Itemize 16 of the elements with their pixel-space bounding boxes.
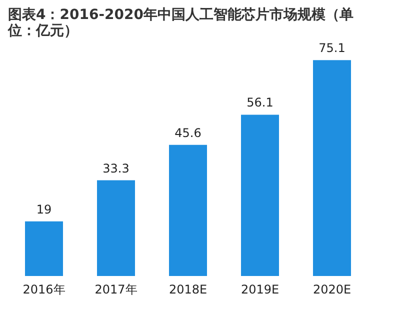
data-label: 33.3 — [102, 161, 130, 176]
x-tick-label: 2018E — [168, 282, 208, 296]
bar — [241, 114, 279, 276]
x-tick-label: 2017年 — [94, 282, 138, 296]
bar — [97, 180, 135, 276]
bar — [313, 60, 351, 276]
data-label: 56.1 — [246, 96, 274, 110]
chart-title: 图表4：2016-2020年中国人工智能芯片市场规模（单位：亿元） — [7, 6, 354, 40]
bar — [169, 144, 207, 276]
data-label: 75.1 — [318, 41, 346, 56]
x-tick-label: 2019E — [240, 282, 280, 296]
bar — [25, 221, 63, 276]
x-tick-label: 2016年 — [22, 282, 66, 296]
x-tick-label: 2020E — [312, 282, 352, 296]
data-label: 45.6 — [174, 126, 202, 140]
data-label: 19 — [36, 202, 52, 216]
